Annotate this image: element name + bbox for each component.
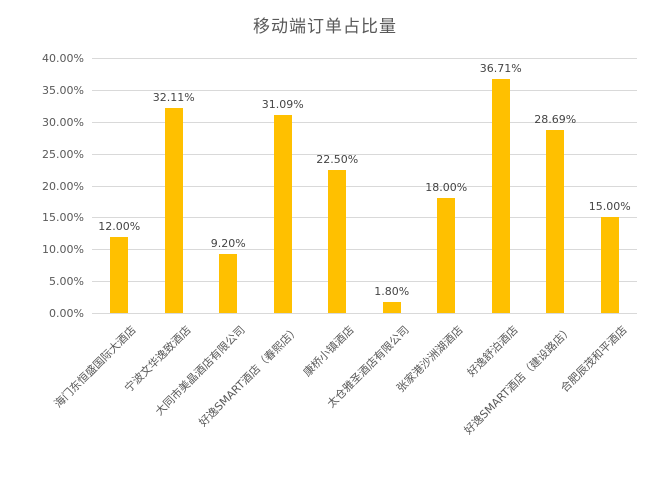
bar-value-label: 28.69% (534, 113, 577, 127)
bar-value-label: 31.09% (261, 97, 304, 111)
bar-value-label: 12.00% (98, 219, 141, 233)
bar-value-label: 18.00% (425, 181, 468, 195)
x-axis-category-label: 好逸SMART酒店（春熙店） (196, 323, 303, 430)
gridline (92, 58, 637, 59)
bar-5 (328, 169, 347, 313)
y-axis-tick-label: 25.00% (42, 147, 84, 161)
y-axis-tick-label: 5.00% (49, 275, 84, 289)
gridline (92, 281, 637, 283)
gridline (92, 153, 637, 155)
y-axis-tick-label: 0.00% (49, 307, 84, 320)
bar-7 (437, 198, 456, 313)
gridline (92, 313, 637, 314)
x-axis-category-label: 好逸SMART酒店（建设路店） (461, 323, 575, 437)
y-axis-tick-label: 20.00% (42, 179, 84, 193)
y-axis-tick-label: 30.00% (42, 115, 84, 129)
bar-2 (164, 108, 183, 313)
x-axis-category-label: 好逸舒泊酒店 (464, 323, 521, 380)
bar-6 (382, 301, 401, 313)
bar-4 (273, 114, 292, 313)
bar-value-label: 15.00% (588, 200, 631, 214)
gridline (92, 121, 637, 123)
gridline (92, 249, 637, 251)
bar-value-label: 36.71% (479, 61, 522, 75)
y-axis-tick-label: 40.00% (42, 52, 84, 65)
y-axis-tick-label: 10.00% (42, 243, 84, 257)
gridline (92, 89, 637, 91)
bar-8 (491, 78, 510, 313)
bar-1 (110, 236, 129, 313)
y-axis-tick-label: 35.00% (42, 83, 84, 97)
bar-value-label: 22.50% (316, 152, 359, 166)
x-axis-category-label: 大同市美晶酒店有限公司 (153, 323, 248, 419)
y-axis-tick-label: 15.00% (42, 211, 84, 225)
gridline (92, 185, 637, 187)
bar-value-label: 1.80% (374, 284, 410, 298)
x-axis-category-label: 海门东恒盛国际大酒店 (51, 323, 139, 411)
chart-title: 移动端订单占比量 (253, 17, 397, 37)
gridline (92, 217, 637, 219)
bar-9 (546, 130, 565, 313)
bar-10 (600, 217, 619, 313)
plot-area: 12.00% 32.11% 9.20% 31.09% 22.50% 1.80% 18.00%… (92, 58, 637, 314)
bar-value-label: 32.11% (152, 91, 195, 105)
bar-value-label: 9.20% (210, 237, 246, 251)
bar-3 (219, 254, 238, 313)
x-axis-category-label: 康桥小镇酒店 (300, 323, 357, 380)
